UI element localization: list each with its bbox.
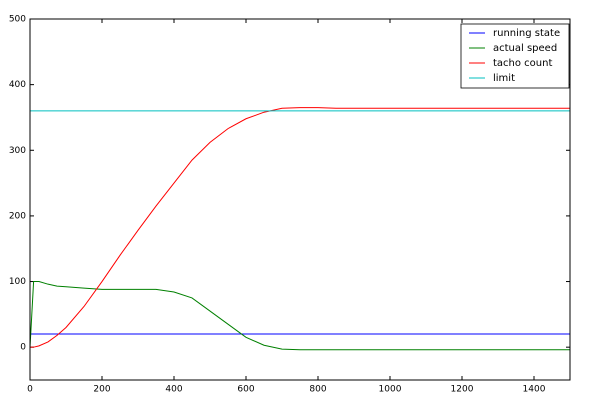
plot-frame bbox=[29, 18, 571, 381]
y-tick-label: 0 bbox=[20, 343, 26, 353]
x-tick-label: 800 bbox=[309, 385, 326, 395]
legend: running state actual speed tacho count limi… bbox=[460, 23, 570, 89]
legend-label: limit bbox=[493, 73, 515, 84]
x-tick-label: 200 bbox=[93, 385, 110, 395]
x-tick-label: 1000 bbox=[379, 385, 402, 395]
y-tick-label: 100 bbox=[9, 277, 26, 287]
y-tick-label: 500 bbox=[9, 15, 26, 25]
line-series bbox=[29, 281, 570, 351]
legend-label: actual speed bbox=[493, 43, 557, 54]
legend-label: tacho count bbox=[493, 58, 552, 69]
y-tick-label: 400 bbox=[9, 80, 26, 90]
y-tick-label: 300 bbox=[9, 146, 26, 156]
x-tick-label: 0 bbox=[27, 385, 33, 395]
x-tick-label: 1400 bbox=[523, 385, 546, 395]
x-tick-label: 400 bbox=[165, 385, 182, 395]
legend-label: running state bbox=[493, 28, 560, 39]
legend-box bbox=[460, 23, 570, 89]
x-tick-label: 1200 bbox=[451, 385, 474, 395]
line-series bbox=[30, 107, 570, 348]
y-tick-label: 200 bbox=[9, 211, 26, 221]
x-tick-label: 600 bbox=[237, 385, 254, 395]
